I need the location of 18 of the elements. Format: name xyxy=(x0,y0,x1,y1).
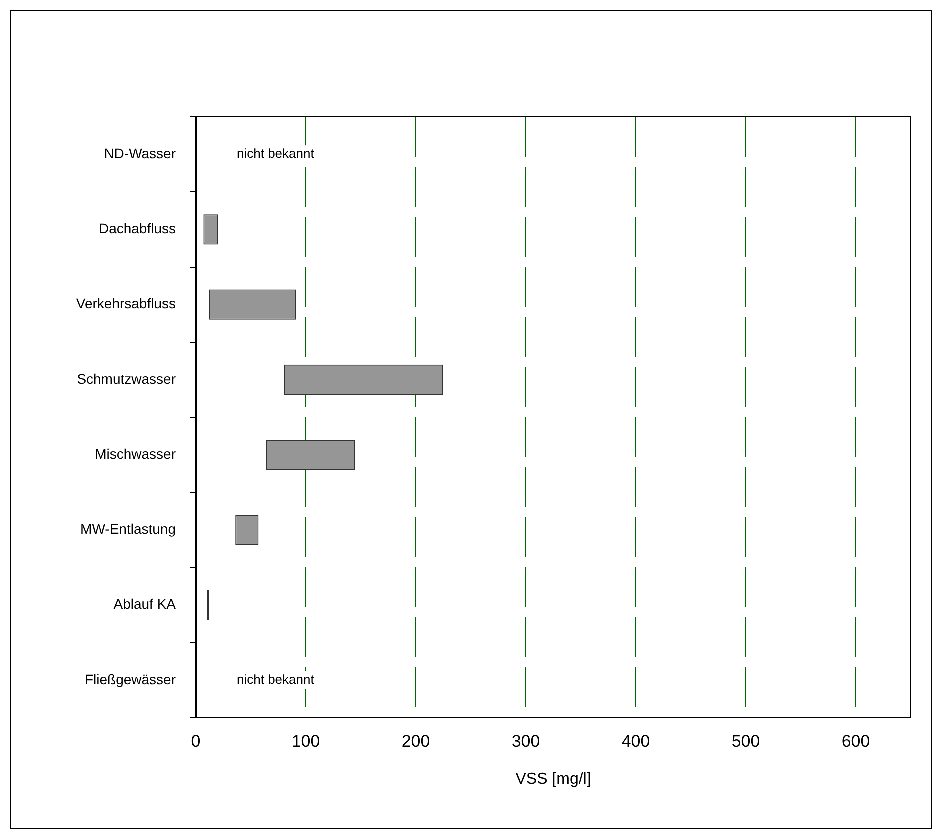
y-tick-label: Ablauf KA xyxy=(114,596,177,612)
x-tick-label: 100 xyxy=(292,732,320,751)
x-tick-label: 0 xyxy=(191,732,201,751)
y-tick-label: Dachabfluss xyxy=(98,220,176,237)
y-tick-label: ND-Wasser xyxy=(104,145,176,162)
x-tick-label: 300 xyxy=(512,732,540,751)
y-tick-label: Fließgewässer xyxy=(84,671,176,688)
x-tick-label: 200 xyxy=(402,732,430,751)
y-tick-label: Mischwasser xyxy=(95,446,176,462)
x-tick-label: 500 xyxy=(732,732,760,751)
annotation: nicht bekannt xyxy=(237,672,315,688)
x-axis-title: VSS [mg/l] xyxy=(516,770,592,788)
annotation: nicht bekannt xyxy=(237,146,315,162)
y-tick-label: Verkehrsabfluss xyxy=(76,296,176,312)
x-tick-label: 400 xyxy=(622,732,650,751)
y-tick-label: MW-Entlastung xyxy=(80,521,176,538)
x-tick-label: 600 xyxy=(842,732,870,751)
y-tick-label: Schmutzwasser xyxy=(77,370,176,387)
